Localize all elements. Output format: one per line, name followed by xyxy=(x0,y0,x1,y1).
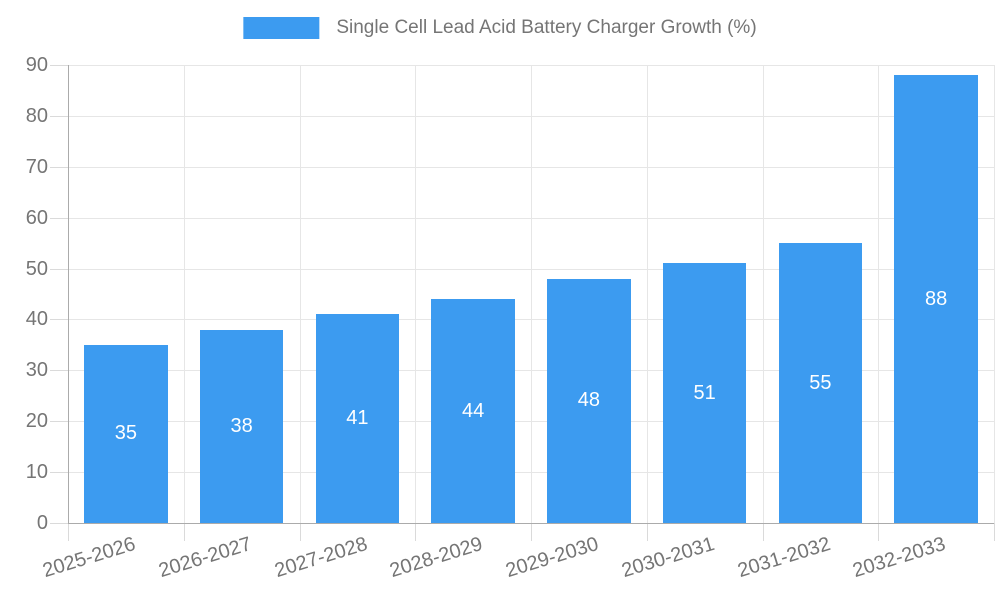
y-tick-label: 20 xyxy=(25,410,48,433)
bar-value-label: 41 xyxy=(346,407,369,430)
bar[interactable]: 41 xyxy=(315,314,400,523)
bar-value-label: 88 xyxy=(924,287,948,310)
legend-swatch xyxy=(243,17,320,39)
y-tick xyxy=(50,166,68,168)
y-tick-label: 0 xyxy=(36,512,48,534)
x-gridline xyxy=(878,65,880,523)
y-tick-label: 80 xyxy=(25,104,48,127)
x-gridline xyxy=(646,65,648,523)
bar-value-label: 38 xyxy=(230,414,253,437)
x-tick xyxy=(531,523,532,541)
x-tick-label: 2032-2033 xyxy=(850,533,949,583)
y-tick xyxy=(50,370,68,372)
bar[interactable]: 51 xyxy=(662,263,747,523)
y-tick-label: 60 xyxy=(25,206,48,229)
x-tick-label: 2029-2030 xyxy=(503,533,602,583)
y-tick-label: 50 xyxy=(25,257,48,280)
bar[interactable]: 55 xyxy=(778,243,863,523)
x-tick xyxy=(415,523,417,541)
bar-value-label: 35 xyxy=(114,422,137,445)
y-tick xyxy=(50,115,68,117)
y-tick-label: 10 xyxy=(25,461,48,484)
x-tick-label: 2025-2026 xyxy=(40,533,139,583)
x-tick xyxy=(646,523,648,541)
x-gridline xyxy=(994,65,995,523)
y-tick xyxy=(50,421,68,423)
y-tick xyxy=(50,268,68,270)
x-tick-label: 2026-2027 xyxy=(156,533,255,583)
bar-value-label: 55 xyxy=(809,371,832,394)
y-tick-label: 40 xyxy=(25,308,48,331)
x-tick-label: 2027-2028 xyxy=(271,533,370,583)
bar[interactable]: 44 xyxy=(431,299,515,523)
x-tick-label: 2031-2032 xyxy=(734,533,833,583)
y-tick-label: 90 xyxy=(25,54,48,76)
y-tick-label: 70 xyxy=(25,155,48,178)
x-tick xyxy=(299,523,301,541)
y-axis-line xyxy=(68,65,69,523)
x-tick-label: 2030-2031 xyxy=(619,533,718,583)
x-gridline xyxy=(415,65,417,523)
y-tick xyxy=(50,217,68,219)
y-tick-label: 30 xyxy=(25,359,48,382)
legend[interactable]: Single Cell Lead Acid Battery Charger Gr… xyxy=(243,17,757,39)
y-tick xyxy=(50,523,68,524)
bar-value-label: 48 xyxy=(577,389,600,412)
bar[interactable]: 38 xyxy=(199,329,284,523)
bar[interactable]: 88 xyxy=(894,75,978,523)
x-tick-label: 2028-2029 xyxy=(387,533,486,583)
y-tick xyxy=(50,472,68,474)
x-gridline xyxy=(299,65,301,523)
x-tick xyxy=(68,523,69,541)
x-gridline xyxy=(531,65,532,523)
y-tick xyxy=(50,319,68,321)
bar-value-label: 51 xyxy=(693,381,716,404)
x-tick xyxy=(994,523,995,541)
x-gridline xyxy=(762,65,764,523)
x-tick xyxy=(878,523,880,541)
x-axis-line xyxy=(68,523,994,524)
y-tick xyxy=(50,65,68,66)
x-tick xyxy=(762,523,764,541)
x-gridline xyxy=(183,65,185,523)
x-tick xyxy=(183,523,185,541)
legend-label: Single Cell Lead Acid Battery Charger Gr… xyxy=(336,17,757,38)
bar-value-label: 44 xyxy=(461,399,485,422)
bar[interactable]: 35 xyxy=(84,344,168,523)
bar[interactable]: 48 xyxy=(547,278,631,523)
